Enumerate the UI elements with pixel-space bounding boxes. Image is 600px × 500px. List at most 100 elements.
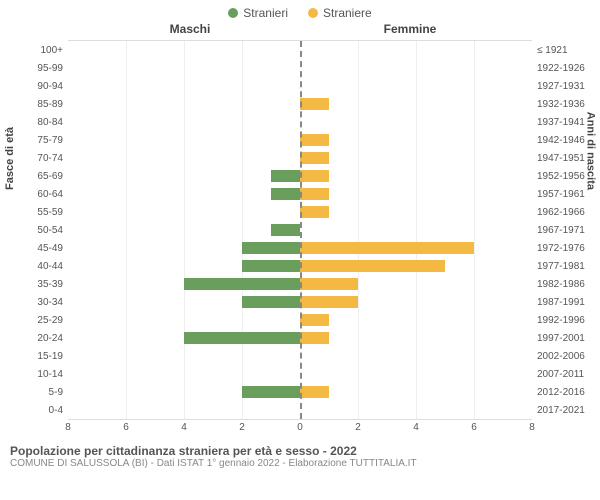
- x-tick-label: 8: [529, 422, 535, 433]
- bar-half-female: [300, 401, 532, 419]
- bar-half-male: [68, 239, 300, 257]
- bar-half-female: [300, 383, 532, 401]
- birth-year-label: 1992-1996: [537, 315, 595, 326]
- birth-year-label: 1987-1991: [537, 297, 595, 308]
- age-label: 5-9: [13, 387, 63, 398]
- bar-half-male: [68, 113, 300, 131]
- bar-half-male: [68, 221, 300, 239]
- legend: Stranieri Straniere: [0, 0, 600, 22]
- birth-year-label: 1982-1986: [537, 279, 595, 290]
- birth-year-label: 1932-1936: [537, 99, 595, 110]
- bar-female: [300, 206, 329, 219]
- bar-half-male: [68, 293, 300, 311]
- birth-year-label: 1967-1971: [537, 225, 595, 236]
- bar-half-male: [68, 311, 300, 329]
- x-tick-label: 4: [413, 422, 419, 433]
- footer-title: Popolazione per cittadinanza straniera p…: [10, 444, 590, 458]
- age-label: 75-79: [13, 135, 63, 146]
- age-label: 20-24: [13, 333, 63, 344]
- bar-female: [300, 170, 329, 183]
- bar-male: [242, 296, 300, 309]
- bar-half-female: [300, 329, 532, 347]
- legend-label-female: Straniere: [323, 6, 372, 20]
- bar-half-female: [300, 167, 532, 185]
- age-label: 45-49: [13, 243, 63, 254]
- bar-male: [242, 386, 300, 399]
- bar-half-female: [300, 221, 532, 239]
- legend-item-female: Straniere: [308, 6, 372, 20]
- x-tick-label: 8: [65, 422, 71, 433]
- birth-year-label: 1977-1981: [537, 261, 595, 272]
- bar-half-female: [300, 275, 532, 293]
- birth-year-label: 1952-1956: [537, 171, 595, 182]
- bar-female: [300, 260, 445, 273]
- bar-half-female: [300, 347, 532, 365]
- birth-year-label: 2017-2021: [537, 405, 595, 416]
- header-male: Maschi: [80, 22, 300, 36]
- age-label: 15-19: [13, 351, 63, 362]
- bar-male: [242, 242, 300, 255]
- bar-half-female: [300, 257, 532, 275]
- bar-half-male: [68, 41, 300, 59]
- bar-female: [300, 278, 358, 291]
- bar-half-male: [68, 347, 300, 365]
- age-label: 0-4: [13, 405, 63, 416]
- age-label: 60-64: [13, 189, 63, 200]
- bar-male: [184, 278, 300, 291]
- bar-half-female: [300, 59, 532, 77]
- bar-female: [300, 188, 329, 201]
- bar-female: [300, 152, 329, 165]
- bar-half-male: [68, 203, 300, 221]
- bar-half-female: [300, 185, 532, 203]
- age-label: 50-54: [13, 225, 63, 236]
- bar-male: [242, 260, 300, 273]
- bar-half-male: [68, 59, 300, 77]
- bar-male: [271, 170, 300, 183]
- bar-female: [300, 314, 329, 327]
- age-label: 25-29: [13, 315, 63, 326]
- bar-half-female: [300, 131, 532, 149]
- bar-half-female: [300, 203, 532, 221]
- birth-year-label: 1942-1946: [537, 135, 595, 146]
- birth-year-label: 2002-2006: [537, 351, 595, 362]
- bar-half-female: [300, 113, 532, 131]
- bar-male: [271, 224, 300, 237]
- bar-half-male: [68, 401, 300, 419]
- birth-year-label: 1962-1966: [537, 207, 595, 218]
- birth-year-label: ≤ 1921: [537, 45, 595, 56]
- birth-year-label: 1957-1961: [537, 189, 595, 200]
- bar-male: [271, 188, 300, 201]
- bar-half-male: [68, 149, 300, 167]
- bar-female: [300, 386, 329, 399]
- bar-half-male: [68, 275, 300, 293]
- footer-subtitle: COMUNE DI SALUSSOLA (BI) - Dati ISTAT 1°…: [10, 458, 590, 469]
- age-label: 100+: [13, 45, 63, 56]
- gender-headers: Maschi Femmine: [0, 22, 600, 40]
- bar-half-female: [300, 41, 532, 59]
- birth-year-label: 1927-1931: [537, 81, 595, 92]
- age-label: 95-99: [13, 63, 63, 74]
- age-label: 70-74: [13, 153, 63, 164]
- birth-year-label: 1947-1951: [537, 153, 595, 164]
- header-female: Femmine: [300, 22, 520, 36]
- bar-half-female: [300, 239, 532, 257]
- birth-year-label: 2007-2011: [537, 369, 595, 380]
- legend-dot-female: [308, 8, 318, 18]
- bar-half-female: [300, 365, 532, 383]
- bar-half-male: [68, 257, 300, 275]
- chart-area: 100+≤ 192195-991922-192690-941927-193185…: [68, 40, 532, 420]
- legend-item-male: Stranieri: [228, 6, 288, 20]
- x-tick-label: 2: [239, 422, 245, 433]
- bar-half-male: [68, 167, 300, 185]
- x-tick-label: 4: [181, 422, 187, 433]
- age-label: 90-94: [13, 81, 63, 92]
- age-label: 85-89: [13, 99, 63, 110]
- bar-female: [300, 98, 329, 111]
- birth-year-label: 1972-1976: [537, 243, 595, 254]
- centerline: [300, 41, 302, 419]
- legend-label-male: Stranieri: [243, 6, 288, 20]
- bar-half-female: [300, 311, 532, 329]
- birth-year-label: 1997-2001: [537, 333, 595, 344]
- footer: Popolazione per cittadinanza straniera p…: [0, 438, 600, 469]
- birth-year-label: 1937-1941: [537, 117, 595, 128]
